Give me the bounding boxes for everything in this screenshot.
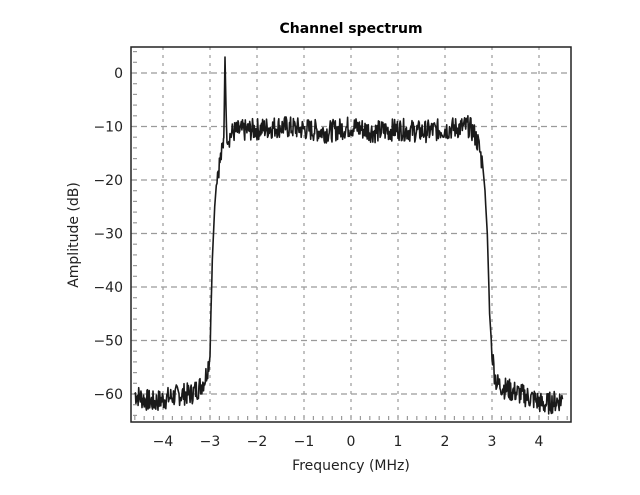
x-tick-label: −2 <box>247 434 268 450</box>
x-tick-label: 3 <box>488 434 497 450</box>
y-tick-label: −60 <box>93 387 123 403</box>
x-axis-ticks: −4 −3 −2 −1 0 1 2 3 4 <box>153 434 544 450</box>
x-tick-label: 2 <box>441 434 450 450</box>
chart-title: Channel spectrum <box>279 21 422 37</box>
x-tick-label: −4 <box>153 434 174 450</box>
y-axis-ticks: 0 −10 −20 −30 −40 −50 −60 <box>93 66 123 403</box>
y-tick-label: −40 <box>93 280 123 296</box>
y-tick-label: −50 <box>93 334 123 350</box>
grid-lines <box>131 47 571 422</box>
x-tick-label: 1 <box>394 434 403 450</box>
x-tick-label: −1 <box>294 434 315 450</box>
minor-ticks <box>133 50 568 420</box>
x-tick-label: 4 <box>535 434 544 450</box>
x-tick-label: 0 <box>347 434 356 450</box>
y-axis-label: Amplitude (dB) <box>66 182 82 288</box>
y-tick-label: −10 <box>93 120 123 136</box>
y-tick-label: −20 <box>93 173 123 189</box>
spectrum-trace <box>134 56 564 415</box>
plot-frame <box>130 46 572 423</box>
x-axis-label: Frequency (MHz) <box>292 458 410 474</box>
y-tick-label: −30 <box>93 227 123 243</box>
y-tick-label: 0 <box>114 66 123 82</box>
x-tick-label: −3 <box>200 434 221 450</box>
